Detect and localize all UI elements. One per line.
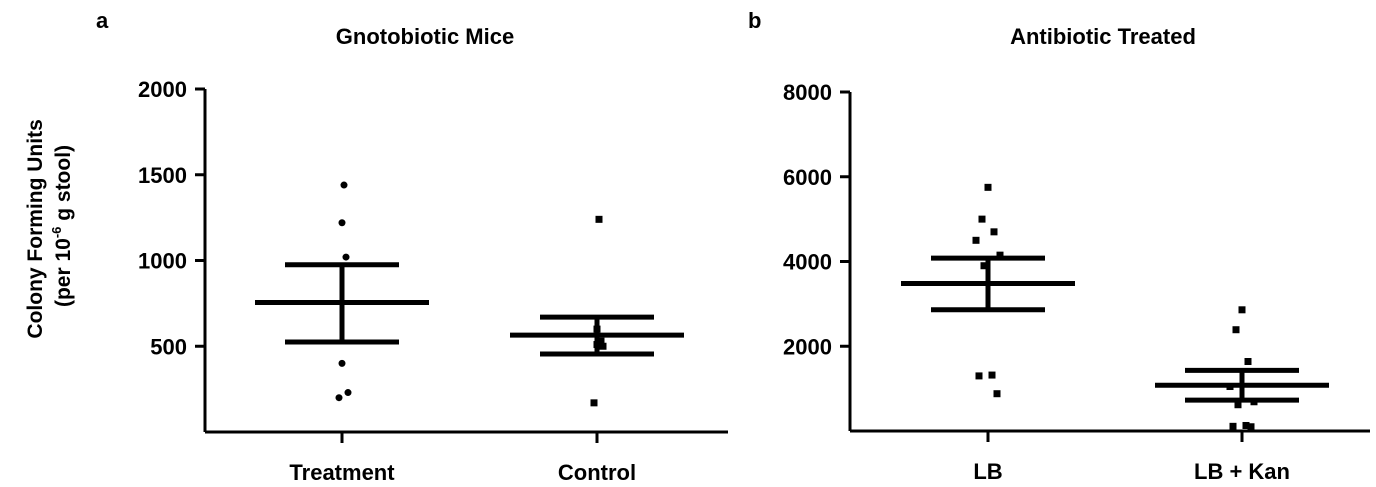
x-tick-label: LB <box>973 459 1002 484</box>
data-point <box>972 236 980 244</box>
data-point <box>1242 421 1250 429</box>
y-axis-label: Colony Forming Units (per 10-6 g stool) <box>24 113 75 338</box>
panel-b-axes: 2000 4000 6000 8000 LB LB + Kan <box>783 80 1370 484</box>
data-point <box>338 359 346 367</box>
data-point <box>980 262 988 270</box>
data-point <box>1244 358 1252 366</box>
data-point <box>1232 326 1240 334</box>
panel-b: b Antibiotic Treated 2000 4000 6000 8000 LB L… <box>748 8 1370 484</box>
y-tick-label: 4000 <box>783 250 832 275</box>
data-point <box>335 394 343 402</box>
data-point <box>338 219 346 227</box>
data-point <box>342 253 350 261</box>
panel-b-letter: b <box>748 8 761 33</box>
y-tick-label: 1000 <box>138 249 187 274</box>
y-axis-label-post: g stool) <box>52 145 75 227</box>
data-point <box>595 215 603 223</box>
panel-a-title: Gnotobiotic Mice <box>336 24 514 49</box>
panel-b-title: Antibiotic Treated <box>1010 24 1196 49</box>
panel-b-marks <box>901 183 1329 431</box>
data-point <box>993 390 1001 398</box>
panel-a: a Gnotobiotic Mice 500 1000 1500 2000 Treatm… <box>96 8 728 485</box>
y-tick-label: 1500 <box>138 163 187 188</box>
y-tick-label: 2000 <box>783 334 832 359</box>
data-point <box>597 337 605 345</box>
y-axis-label-sup: -6 <box>49 227 64 239</box>
x-tick-label: Treatment <box>289 460 395 485</box>
data-point <box>996 251 1004 259</box>
y-tick-label: 2000 <box>138 77 187 102</box>
y-axis-label-line2: (per 10-6 g stool) <box>49 145 75 307</box>
x-tick-label: LB + Kan <box>1194 459 1290 484</box>
y-axis-label-pre: (per 10 <box>52 238 75 307</box>
x-tick-label: Control <box>558 460 636 485</box>
data-point <box>978 215 986 223</box>
data-point <box>1229 422 1237 430</box>
y-tick-label: 6000 <box>783 165 832 190</box>
data-point <box>1234 401 1242 409</box>
data-point <box>593 341 601 349</box>
data-point <box>1247 423 1255 431</box>
y-tick-label: 500 <box>150 334 187 359</box>
data-point <box>1250 398 1258 406</box>
panel-a-letter: a <box>96 8 109 33</box>
data-point <box>1238 306 1246 314</box>
panel-a-axes: 500 1000 1500 2000 Treatment Control <box>138 77 728 485</box>
data-point <box>990 228 998 236</box>
data-point <box>344 389 352 397</box>
data-point <box>1226 383 1234 391</box>
data-point <box>340 181 348 189</box>
data-point <box>975 372 983 380</box>
data-point <box>984 183 992 191</box>
data-point <box>593 325 601 333</box>
data-point <box>599 342 607 350</box>
y-tick-label: 8000 <box>783 80 832 105</box>
panel-a-marks <box>255 181 684 407</box>
data-point <box>590 399 598 407</box>
data-point <box>988 371 996 379</box>
y-axis-label-line1: Colony Forming Units <box>24 119 47 338</box>
